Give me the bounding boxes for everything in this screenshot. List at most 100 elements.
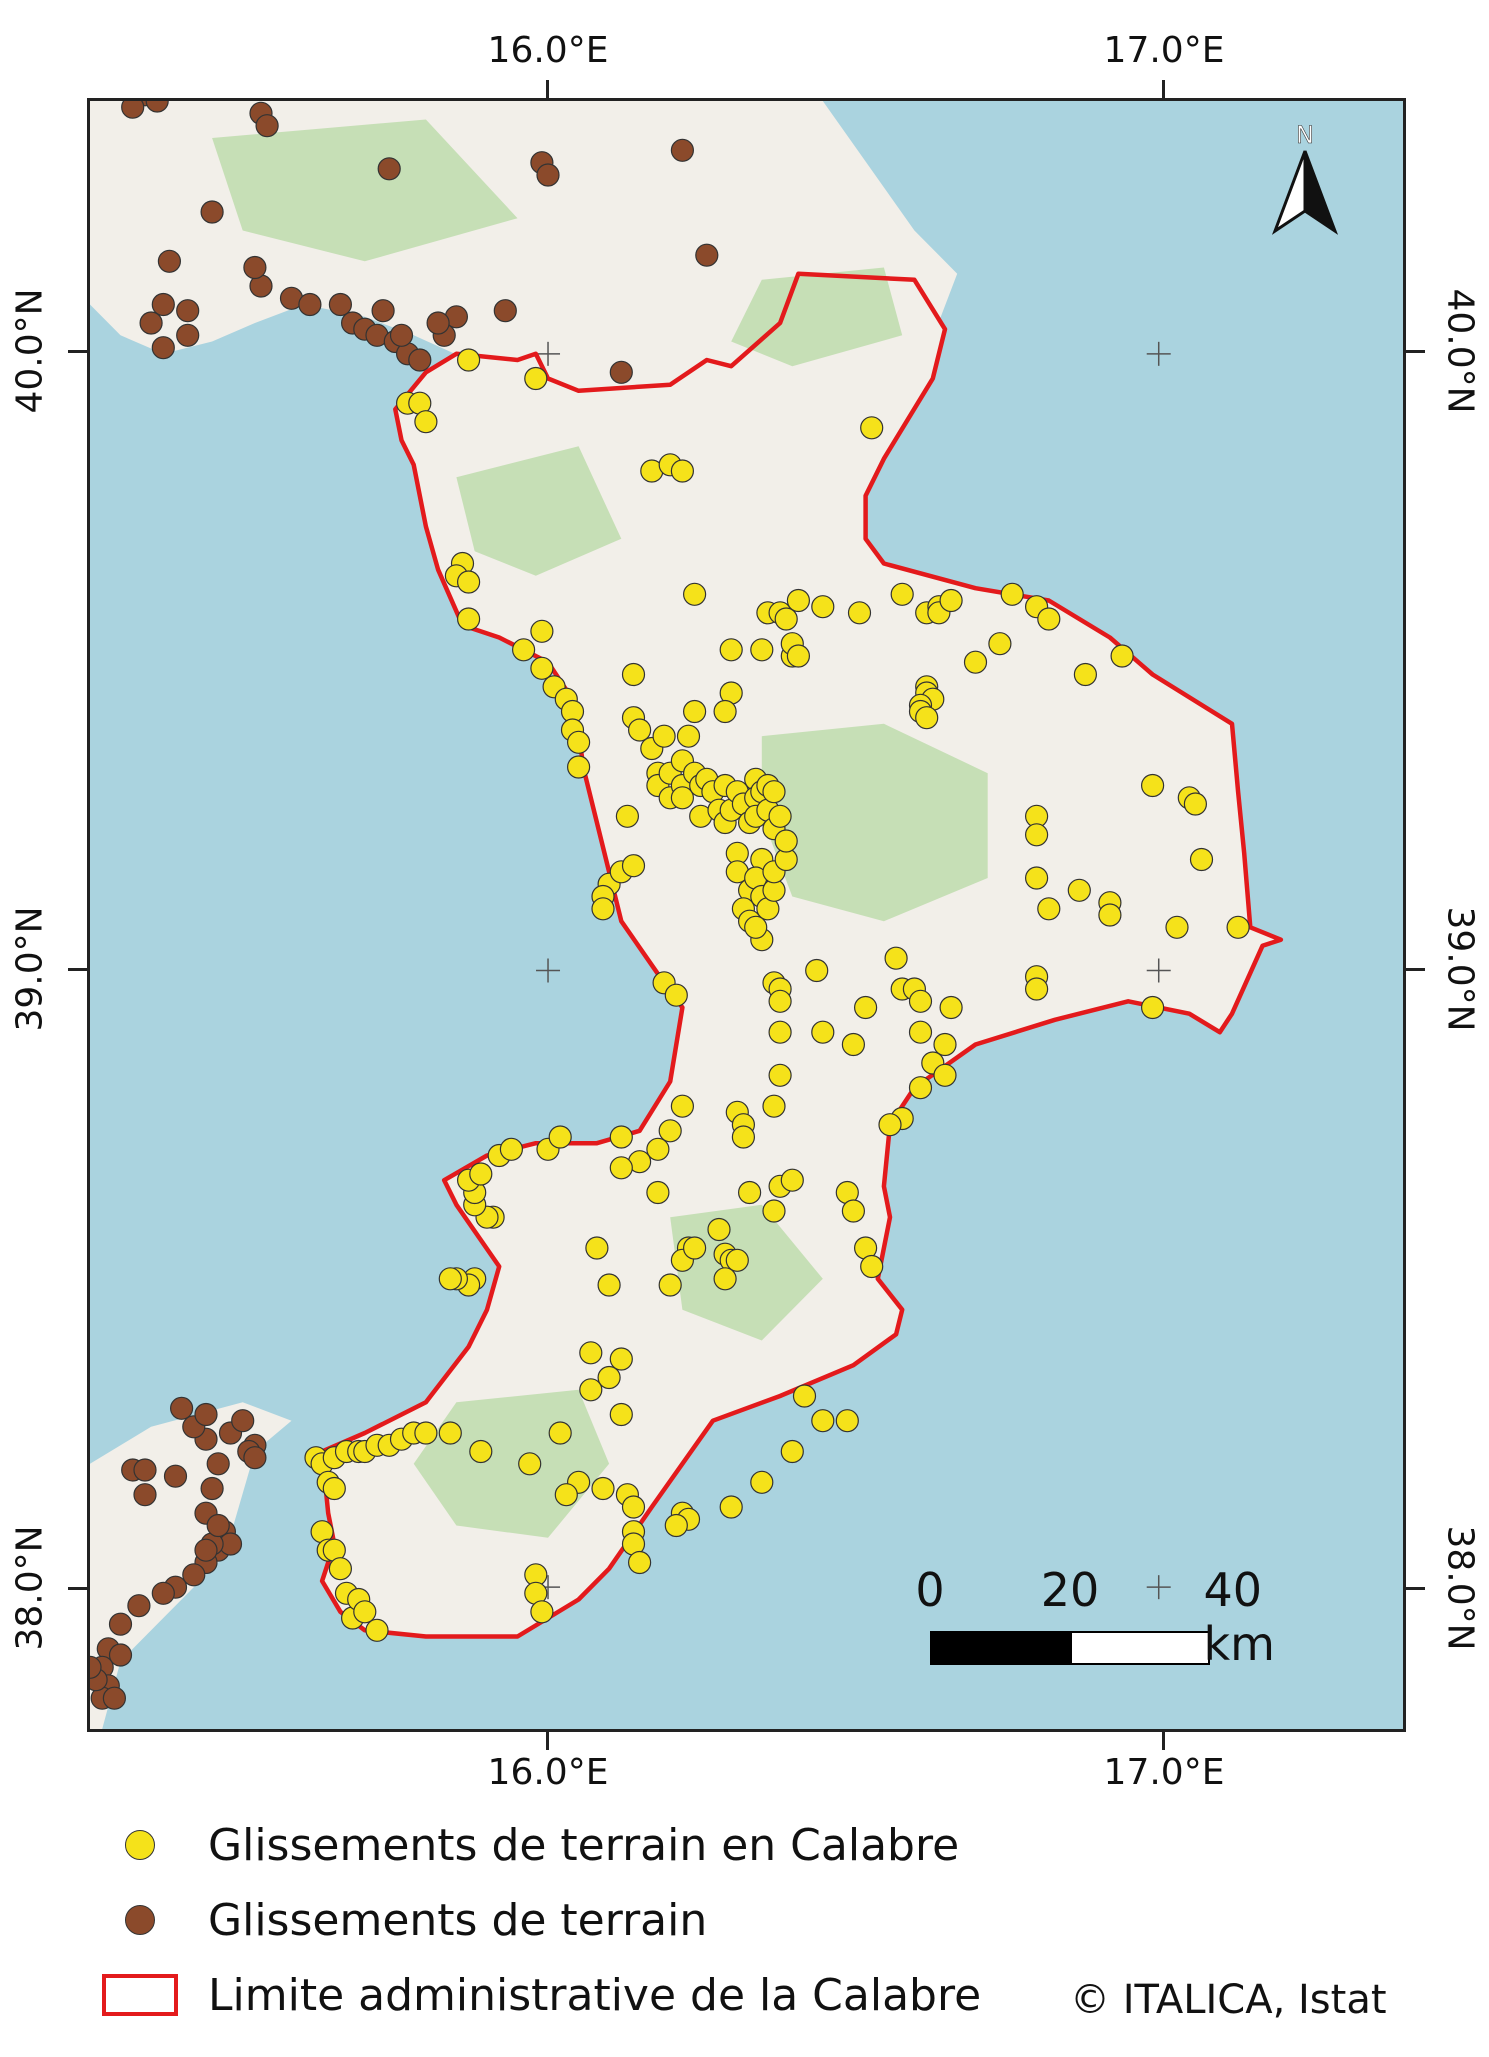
calabria-landslide-point xyxy=(786,644,811,668)
landslide-point xyxy=(206,1513,230,1538)
calabria-landslide-point xyxy=(597,1365,621,1390)
calabria-landslide-point xyxy=(780,1168,804,1192)
landslide-point xyxy=(145,101,169,113)
calabria-landslide-point xyxy=(670,459,695,483)
calabria-landslide-point xyxy=(457,607,481,631)
scale-segment-black xyxy=(930,1631,1070,1665)
map-canvas[interactable] xyxy=(90,101,1403,1729)
calabria-landslide-point xyxy=(762,1094,786,1118)
landslide-point xyxy=(108,1612,133,1636)
calabria-landslide-point xyxy=(530,619,554,643)
calabria-landslide-point xyxy=(597,1273,621,1297)
calabria-landslide-point xyxy=(457,570,481,594)
calabria-landslide-point xyxy=(768,1063,792,1087)
calabria-landslide-point xyxy=(328,1557,352,1581)
tick-bottom-17 xyxy=(1162,1732,1165,1750)
forest-patch xyxy=(731,267,903,367)
calabria-landslide-point xyxy=(609,1156,633,1180)
calabria-landslide-point xyxy=(548,1421,572,1445)
calabria-landslide-point xyxy=(719,638,743,662)
north-label: N xyxy=(1296,121,1314,149)
calabria-landslide-point xyxy=(548,1125,572,1149)
calabria-landslide-point xyxy=(725,1248,749,1272)
calabria-landslide-point xyxy=(615,804,640,828)
calabria-landslide-point xyxy=(774,607,798,631)
calabria-landslide-points xyxy=(304,348,1250,1642)
calabria-landslide-point xyxy=(530,1600,554,1624)
legend-label: Glissements de terrain xyxy=(208,1894,708,1946)
landslide-point xyxy=(133,1458,157,1482)
landslide-point xyxy=(609,360,633,384)
axis-bottom-16E: 16.0°E xyxy=(487,1752,609,1793)
calabria-boundary-line xyxy=(319,271,1284,1639)
landslide-point xyxy=(255,114,279,138)
calabria-landslide-point xyxy=(878,1113,902,1137)
landslide-point xyxy=(243,1446,267,1470)
calabria-landslide-point xyxy=(322,1476,346,1501)
calabria-landslide-point xyxy=(1024,866,1049,890)
tick-top-16 xyxy=(546,80,549,98)
calabria-landslide-point xyxy=(780,1439,804,1464)
calabria-landslide-point xyxy=(890,582,914,606)
tick-right-39 xyxy=(1406,968,1425,971)
calabria-landslide-point xyxy=(1183,792,1208,816)
calabria-landslide-point xyxy=(805,958,829,983)
calabria-landslide-point xyxy=(579,1341,603,1365)
legend-label: Glissements de terrain en Calabre xyxy=(208,1819,960,1871)
calabria-landslide-point xyxy=(664,1513,688,1538)
calabria-landslide-point xyxy=(609,1402,633,1427)
landslide-point xyxy=(157,249,182,273)
calabria-landslide-point xyxy=(884,946,908,970)
tick-right-38 xyxy=(1406,1587,1425,1590)
landslide-point xyxy=(163,1464,188,1488)
calabria-landslide-point xyxy=(731,1125,756,1149)
calabria-landslide-point xyxy=(841,1032,866,1057)
calabria-landslide-point xyxy=(682,699,707,724)
calabria-landslide-point xyxy=(792,1384,817,1408)
landslide-point xyxy=(371,299,395,323)
legend-item-calabria-landslides: Glissements de terrain en Calabre xyxy=(100,1815,959,1875)
calabria-landslide-point xyxy=(713,699,737,724)
calabria-landslide-point xyxy=(750,638,774,662)
scale-label-20: 20 xyxy=(1040,1563,1100,1617)
map-frame[interactable]: N 0 20 40 km xyxy=(87,98,1406,1732)
calabria-landslide-point xyxy=(646,1137,670,1161)
calabria-landslide-point xyxy=(621,854,646,878)
calabria-landslide-point xyxy=(609,1125,633,1149)
calabria-landslide-point xyxy=(621,662,646,687)
axis-left-38N: 38.0°N xyxy=(9,1525,51,1651)
calabria-landslide-point xyxy=(512,638,536,662)
forest-patch xyxy=(456,446,622,576)
calabria-landslide-point xyxy=(627,718,652,742)
calabria-landslide-point xyxy=(811,595,835,619)
calabria-landslide-point xyxy=(524,366,548,391)
calabria-landslide-point xyxy=(670,1094,695,1118)
landslide-point xyxy=(206,1452,230,1476)
forest-patch xyxy=(670,1204,823,1341)
landslide-point xyxy=(139,311,163,335)
calabria-landslide-point xyxy=(469,1162,493,1186)
landslide-point xyxy=(408,348,432,372)
tick-left-38 xyxy=(68,1587,87,1590)
calabria-landslide-point xyxy=(1037,607,1061,631)
calabria-boundary xyxy=(319,271,1284,1639)
calabria-landslide-point xyxy=(591,897,615,921)
landslide-point xyxy=(536,163,560,187)
landslide-point xyxy=(151,336,175,360)
calabria-landslide-point xyxy=(762,780,786,804)
tick-top-17 xyxy=(1162,80,1165,98)
landslide-point xyxy=(151,292,175,317)
calabria-landslide-point xyxy=(744,915,768,939)
landslide-point xyxy=(377,157,401,181)
landslide-point xyxy=(121,101,145,119)
legend-label: Limite administrative de la Calabre xyxy=(208,1969,982,2021)
landslide-point xyxy=(151,1581,175,1605)
landslide-point xyxy=(670,138,695,162)
copyright-notice: © ITALICA, Istat xyxy=(1070,1977,1387,2023)
tick-right-40 xyxy=(1406,350,1425,353)
calabria-landslide-point xyxy=(621,1495,646,1519)
calabria-landslide-point xyxy=(646,1180,670,1205)
calabria-landslide-point xyxy=(682,1236,707,1260)
calabria-landslide-point xyxy=(762,1199,786,1223)
calabria-landslide-point xyxy=(676,724,701,748)
